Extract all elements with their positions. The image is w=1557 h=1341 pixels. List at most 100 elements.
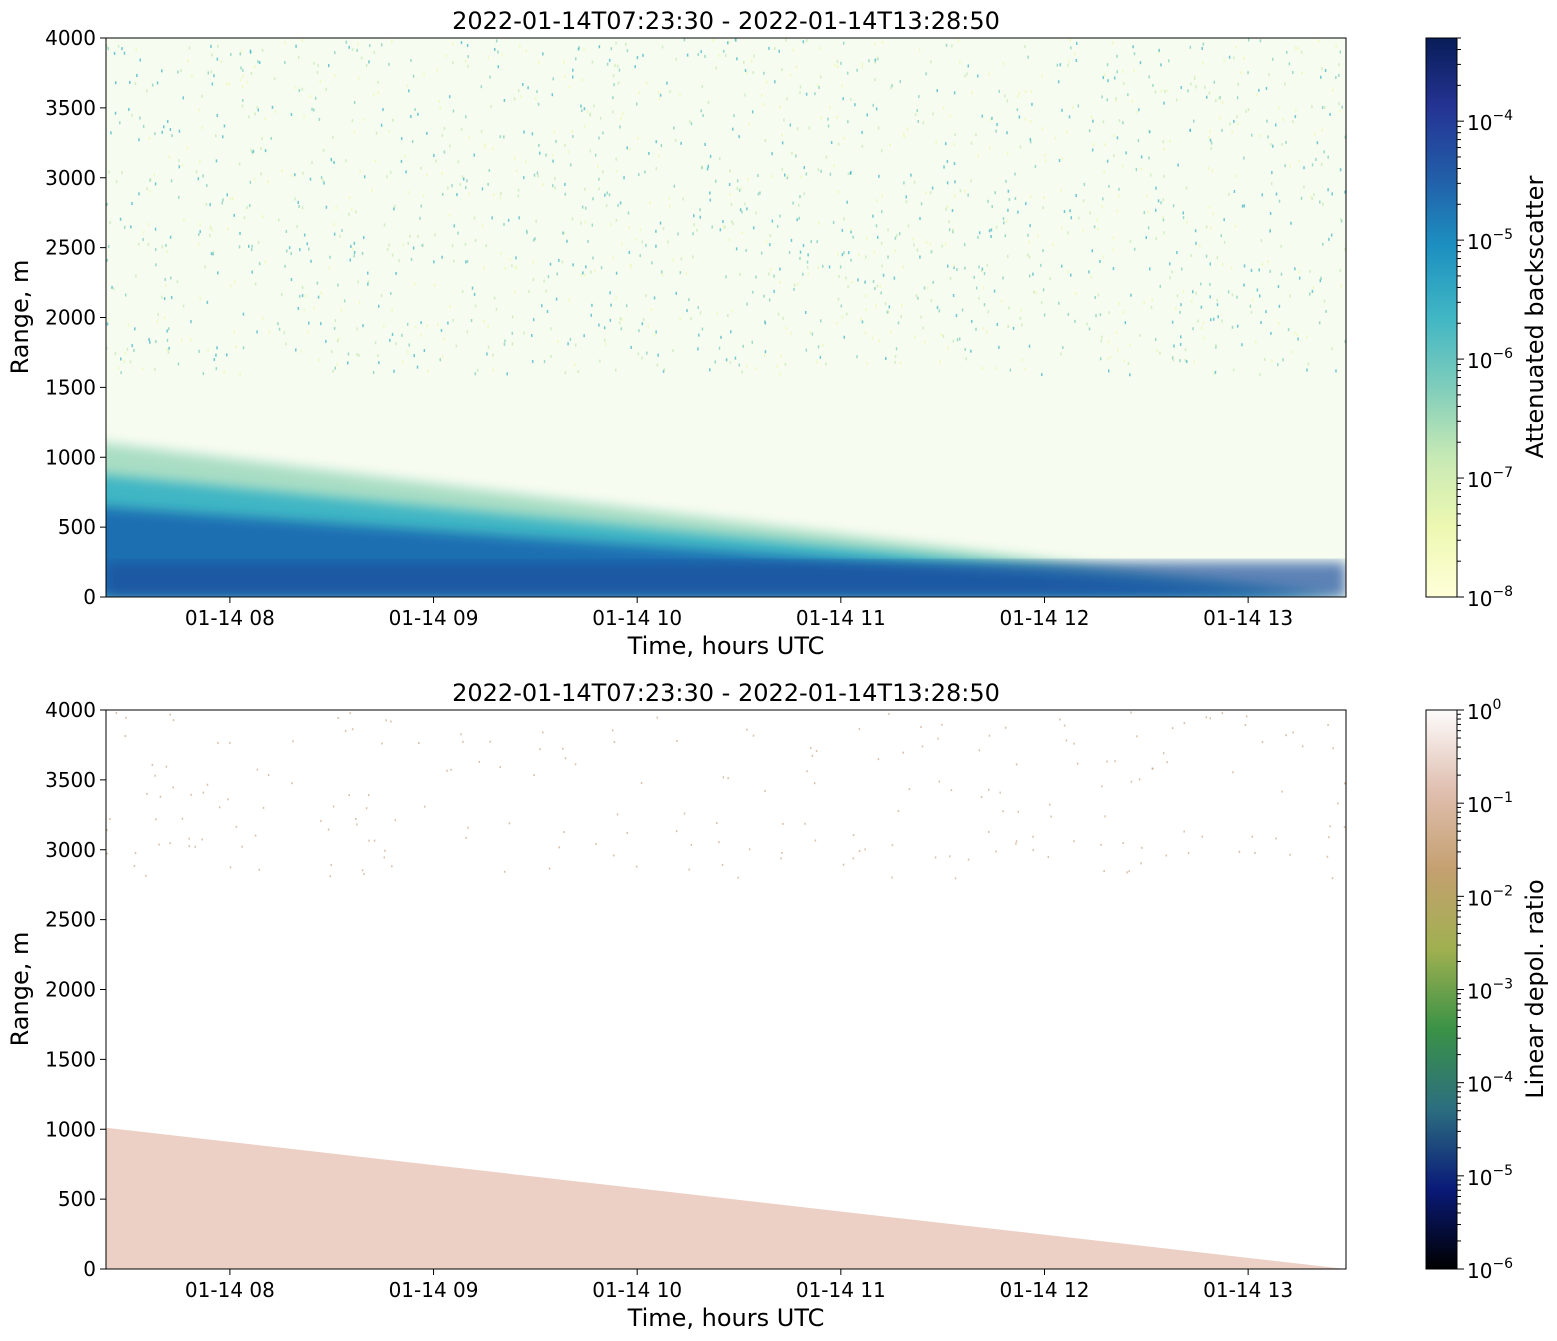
noise-speckle — [1298, 276, 1301, 280]
noise-speckle — [1067, 270, 1070, 274]
noise-speckle — [1217, 315, 1219, 319]
noise-speckle — [947, 346, 950, 350]
noise-speckle — [728, 193, 731, 197]
noise-speckle — [320, 322, 322, 326]
noise-speckle — [1243, 56, 1245, 60]
noise-speckle — [514, 290, 516, 294]
noise-speckle — [1118, 119, 1121, 123]
noise-speckle — [483, 266, 486, 270]
depol-noise-dot — [1187, 852, 1190, 855]
noise-speckle — [113, 287, 115, 291]
noise-speckle — [183, 218, 185, 222]
depol-noise-dot — [888, 712, 890, 715]
noise-speckle — [1171, 270, 1173, 274]
noise-speckle — [294, 86, 297, 90]
noise-speckle — [902, 265, 905, 269]
noise-speckle — [154, 227, 157, 231]
depol-noise-dot — [158, 843, 160, 846]
noise-speckle — [1163, 231, 1165, 235]
noise-speckle — [165, 243, 167, 247]
noise-speckle — [501, 53, 504, 57]
noise-speckle — [707, 100, 710, 104]
noise-speckle — [540, 304, 543, 308]
noise-speckle — [227, 227, 229, 231]
noise-speckle — [1340, 284, 1343, 288]
depol-noise-dot — [1209, 717, 1212, 720]
noise-speckle — [1130, 293, 1132, 297]
noise-speckle — [410, 115, 412, 119]
noise-speckle — [1160, 201, 1162, 205]
noise-speckle — [249, 50, 252, 54]
noise-speckle — [1190, 82, 1192, 86]
noise-speckle — [1331, 88, 1334, 92]
noise-speckle — [1290, 221, 1292, 225]
depol-noise-dot — [748, 848, 751, 851]
noise-speckle — [1223, 240, 1226, 244]
depol-title: 2022-01-14T07:23:30 - 2022-01-14T13:28:5… — [452, 679, 1000, 707]
depol-noise-dot — [852, 857, 855, 860]
noise-speckle — [837, 65, 839, 69]
colorbar-tick-base: 10 — [1467, 111, 1492, 135]
depol-noise-dot — [1130, 711, 1132, 714]
noise-speckle — [1155, 186, 1157, 190]
noise-speckle — [133, 348, 135, 352]
noise-speckle — [820, 116, 822, 120]
noise-speckle — [829, 172, 832, 176]
noise-speckle — [284, 61, 286, 65]
noise-speckle — [1329, 112, 1331, 116]
noise-speckle — [764, 350, 767, 354]
noise-speckle — [142, 124, 145, 128]
noise-speckle — [274, 109, 277, 113]
noise-speckle — [257, 240, 260, 244]
noise-speckle — [1270, 182, 1273, 186]
noise-speckle — [702, 114, 704, 118]
noise-speckle — [800, 175, 802, 179]
noise-speckle — [615, 296, 617, 300]
noise-speckle — [714, 360, 716, 364]
depol-noise-dot — [804, 822, 806, 825]
noise-speckle — [948, 228, 951, 232]
noise-speckle — [359, 169, 362, 173]
noise-speckle — [777, 312, 780, 316]
noise-speckle — [840, 304, 843, 308]
noise-speckle — [334, 51, 336, 55]
noise-speckle — [881, 193, 883, 197]
noise-speckle — [500, 192, 502, 196]
noise-speckle — [952, 228, 954, 232]
noise-speckle — [783, 173, 786, 177]
noise-speckle — [975, 286, 978, 290]
noise-speckle — [267, 180, 269, 184]
noise-speckle — [735, 247, 738, 251]
depol-noise-dot — [348, 794, 350, 797]
noise-speckle — [779, 105, 781, 109]
noise-speckle — [840, 61, 842, 65]
noise-speckle — [534, 237, 536, 241]
noise-speckle — [1070, 46, 1072, 50]
noise-speckle — [852, 235, 854, 239]
colorbar-tick-exponent: −2 — [1492, 883, 1513, 899]
noise-speckle — [881, 210, 883, 214]
colorbar-tick-exponent: −3 — [1492, 977, 1513, 993]
noise-speckle — [447, 186, 449, 190]
noise-speckle — [1327, 188, 1329, 192]
noise-speckle — [348, 196, 351, 200]
noise-speckle — [467, 55, 470, 59]
noise-speckle — [729, 361, 732, 365]
noise-speckle — [349, 258, 352, 262]
noise-speckle — [233, 280, 236, 284]
noise-speckle — [967, 64, 970, 68]
noise-speckle — [1157, 199, 1160, 203]
depol-noise-dot — [1162, 752, 1165, 755]
noise-speckle — [357, 42, 359, 46]
noise-speckle — [1160, 89, 1163, 93]
noise-speckle — [628, 250, 631, 254]
noise-speckle — [492, 353, 494, 357]
noise-speckle — [336, 362, 339, 366]
noise-speckle — [264, 117, 266, 121]
noise-speckle — [881, 40, 884, 44]
noise-speckle — [378, 304, 380, 308]
depol-noise-dot — [133, 865, 136, 868]
noise-speckle — [1027, 233, 1029, 237]
noise-speckle — [1284, 82, 1286, 86]
depol-noise-dot — [330, 864, 332, 867]
